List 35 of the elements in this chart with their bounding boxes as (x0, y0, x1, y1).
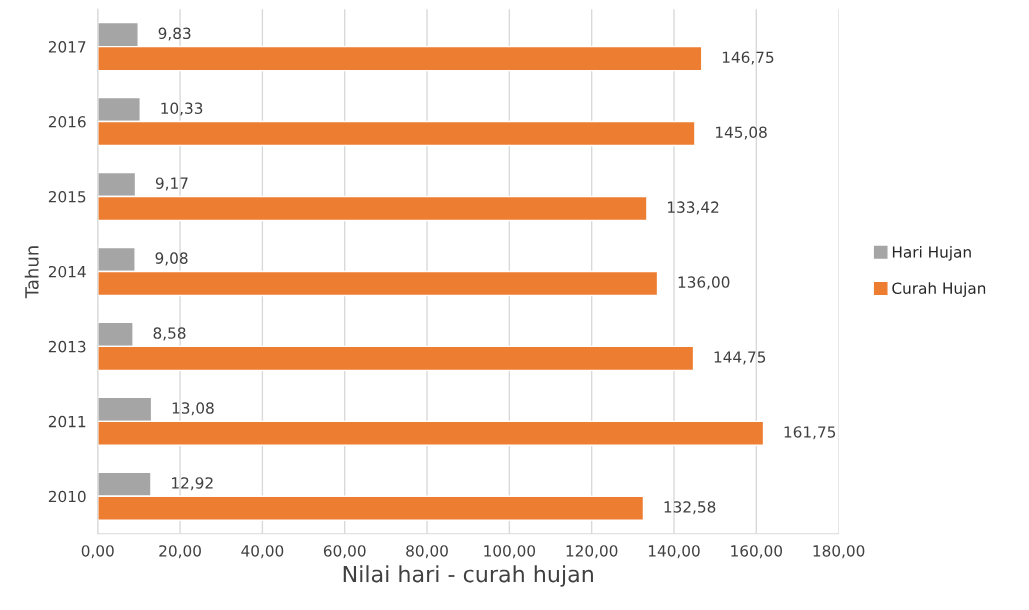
y-tick-label: 2014 (48, 265, 86, 278)
data-label: 13,08 (172, 402, 214, 416)
y-tick-label: 2017 (48, 41, 86, 53)
x-tick-label: 180,00 (813, 545, 865, 559)
legend-label: Hari Hujan (892, 245, 971, 261)
y-tick-label: 2015 (48, 190, 86, 203)
x-tick-label: 160,00 (731, 545, 783, 559)
x-tick-label: 140,00 (648, 545, 700, 559)
data-label: 9,17 (155, 177, 188, 191)
x-tick-label: 40,00 (241, 545, 284, 559)
x-tick-label: 20,00 (159, 545, 201, 559)
x-axis-title: Nilai hari - curah hujan (343, 565, 593, 587)
legend-label: Curah Hujan (892, 282, 986, 297)
y-tick-label: 2013 (48, 340, 86, 353)
data-label: 10,33 (161, 102, 203, 116)
y-tick-label: 2016 (48, 116, 86, 128)
x-tick-label: 100,00 (484, 545, 536, 559)
data-label: 12,92 (172, 477, 213, 491)
x-tick-label: 80,00 (406, 545, 448, 559)
data-label: 161,75 (784, 426, 836, 440)
y-tick-label: 2010 (48, 490, 86, 503)
x-tick-label: 0,00 (81, 545, 114, 559)
data-label: 136,00 (678, 276, 730, 290)
data-label: 9,83 (158, 27, 191, 41)
data-label: 132,58 (664, 501, 716, 515)
data-label: 146,75 (722, 51, 774, 65)
y-tick-label: 2011 (48, 415, 86, 428)
data-label: 144,75 (714, 351, 766, 365)
data-label: 145,08 (716, 126, 767, 140)
x-tick-label: 60,00 (323, 545, 366, 559)
data-label: 133,42 (668, 201, 719, 215)
data-label: 8,58 (153, 327, 186, 341)
y-axis-title: Tahun (24, 246, 39, 299)
data-label: 9,08 (155, 252, 188, 266)
x-tick-label: 120,00 (566, 545, 618, 559)
